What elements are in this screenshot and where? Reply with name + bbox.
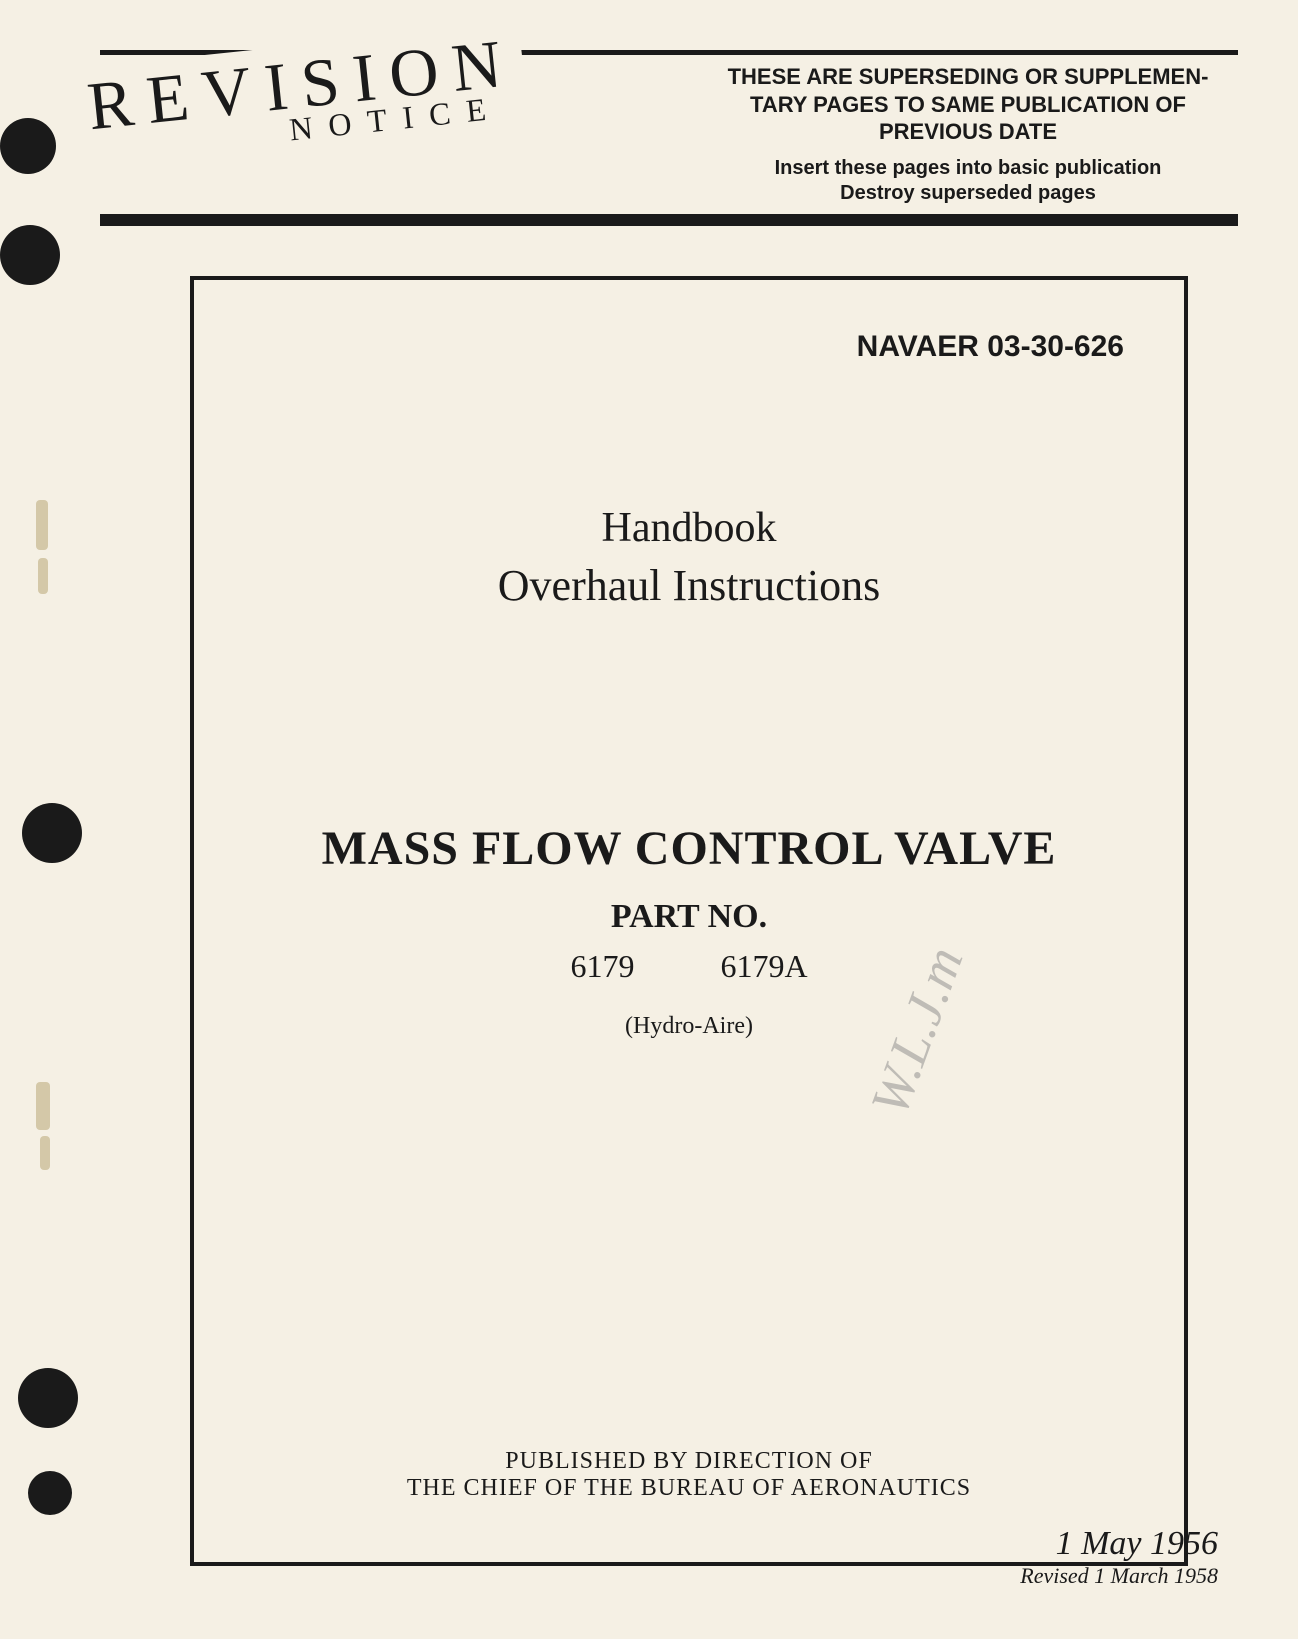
product-section: MASS FLOW CONTROL VALVE PART NO. 6179 61… [254, 821, 1124, 1040]
binding-hole [18, 1368, 78, 1428]
overhaul-label: Overhaul Instructions [254, 560, 1124, 611]
header-bottom-rule [100, 214, 1238, 226]
insert-line: Destroy superseded pages [840, 182, 1096, 204]
product-title: MASS FLOW CONTROL VALVE [254, 821, 1124, 876]
page-tear-mark [40, 1136, 50, 1170]
revision-stamp: REVISION NOTICE [76, 22, 530, 170]
supersede-line: PREVIOUS DATE [879, 119, 1057, 144]
header-content: REVISION NOTICE THESE ARE SUPERSEDING OR… [100, 59, 1238, 206]
insert-instructions: Insert these pages into basic publicatio… [698, 156, 1238, 206]
binding-hole [0, 225, 60, 285]
navaer-document-number: NAVAER 03-30-626 [254, 330, 1124, 364]
part-numbers: 6179 6179A [254, 948, 1124, 985]
page-tear-mark [36, 1082, 50, 1130]
supersede-text: THESE ARE SUPERSEDING OR SUPPLEMEN- TARY… [698, 63, 1238, 146]
part-number-2: 6179A [720, 948, 807, 984]
issue-date: 1 May 1956 [1020, 1525, 1218, 1563]
date-block: 1 May 1956 Revised 1 March 1958 [1020, 1525, 1218, 1589]
binding-hole [22, 803, 82, 863]
binding-hole [28, 1471, 72, 1515]
content-frame: NAVAER 03-30-626 Handbook Overhaul Instr… [190, 276, 1188, 1566]
supersede-line: TARY PAGES TO SAME PUBLICATION OF [750, 92, 1186, 117]
publisher-line-1: PUBLISHED BY DIRECTION OF [194, 1448, 1184, 1475]
page-tear-mark [38, 558, 48, 594]
supersede-line: THESE ARE SUPERSEDING OR SUPPLEMEN- [728, 64, 1209, 89]
handbook-heading: Handbook Overhaul Instructions [254, 504, 1124, 611]
publisher-line-2: THE CHIEF OF THE BUREAU OF AERONAUTICS [194, 1475, 1184, 1502]
insert-line: Insert these pages into basic publicatio… [775, 157, 1162, 179]
part-number-1: 6179 [570, 948, 634, 984]
partno-label: PART NO. [254, 898, 1124, 936]
revised-date: Revised 1 March 1958 [1020, 1563, 1218, 1589]
document-page: REVISION NOTICE THESE ARE SUPERSEDING OR… [0, 0, 1298, 1639]
page-tear-mark [36, 500, 48, 550]
header-right-block: THESE ARE SUPERSEDING OR SUPPLEMEN- TARY… [698, 59, 1238, 206]
manufacturer-name: (Hydro-Aire) [254, 1013, 1124, 1040]
handbook-label: Handbook [254, 504, 1124, 552]
publisher-section: PUBLISHED BY DIRECTION OF THE CHIEF OF T… [194, 1448, 1184, 1502]
revision-header: REVISION NOTICE THESE ARE SUPERSEDING OR… [100, 50, 1238, 226]
binding-hole [0, 118, 56, 174]
